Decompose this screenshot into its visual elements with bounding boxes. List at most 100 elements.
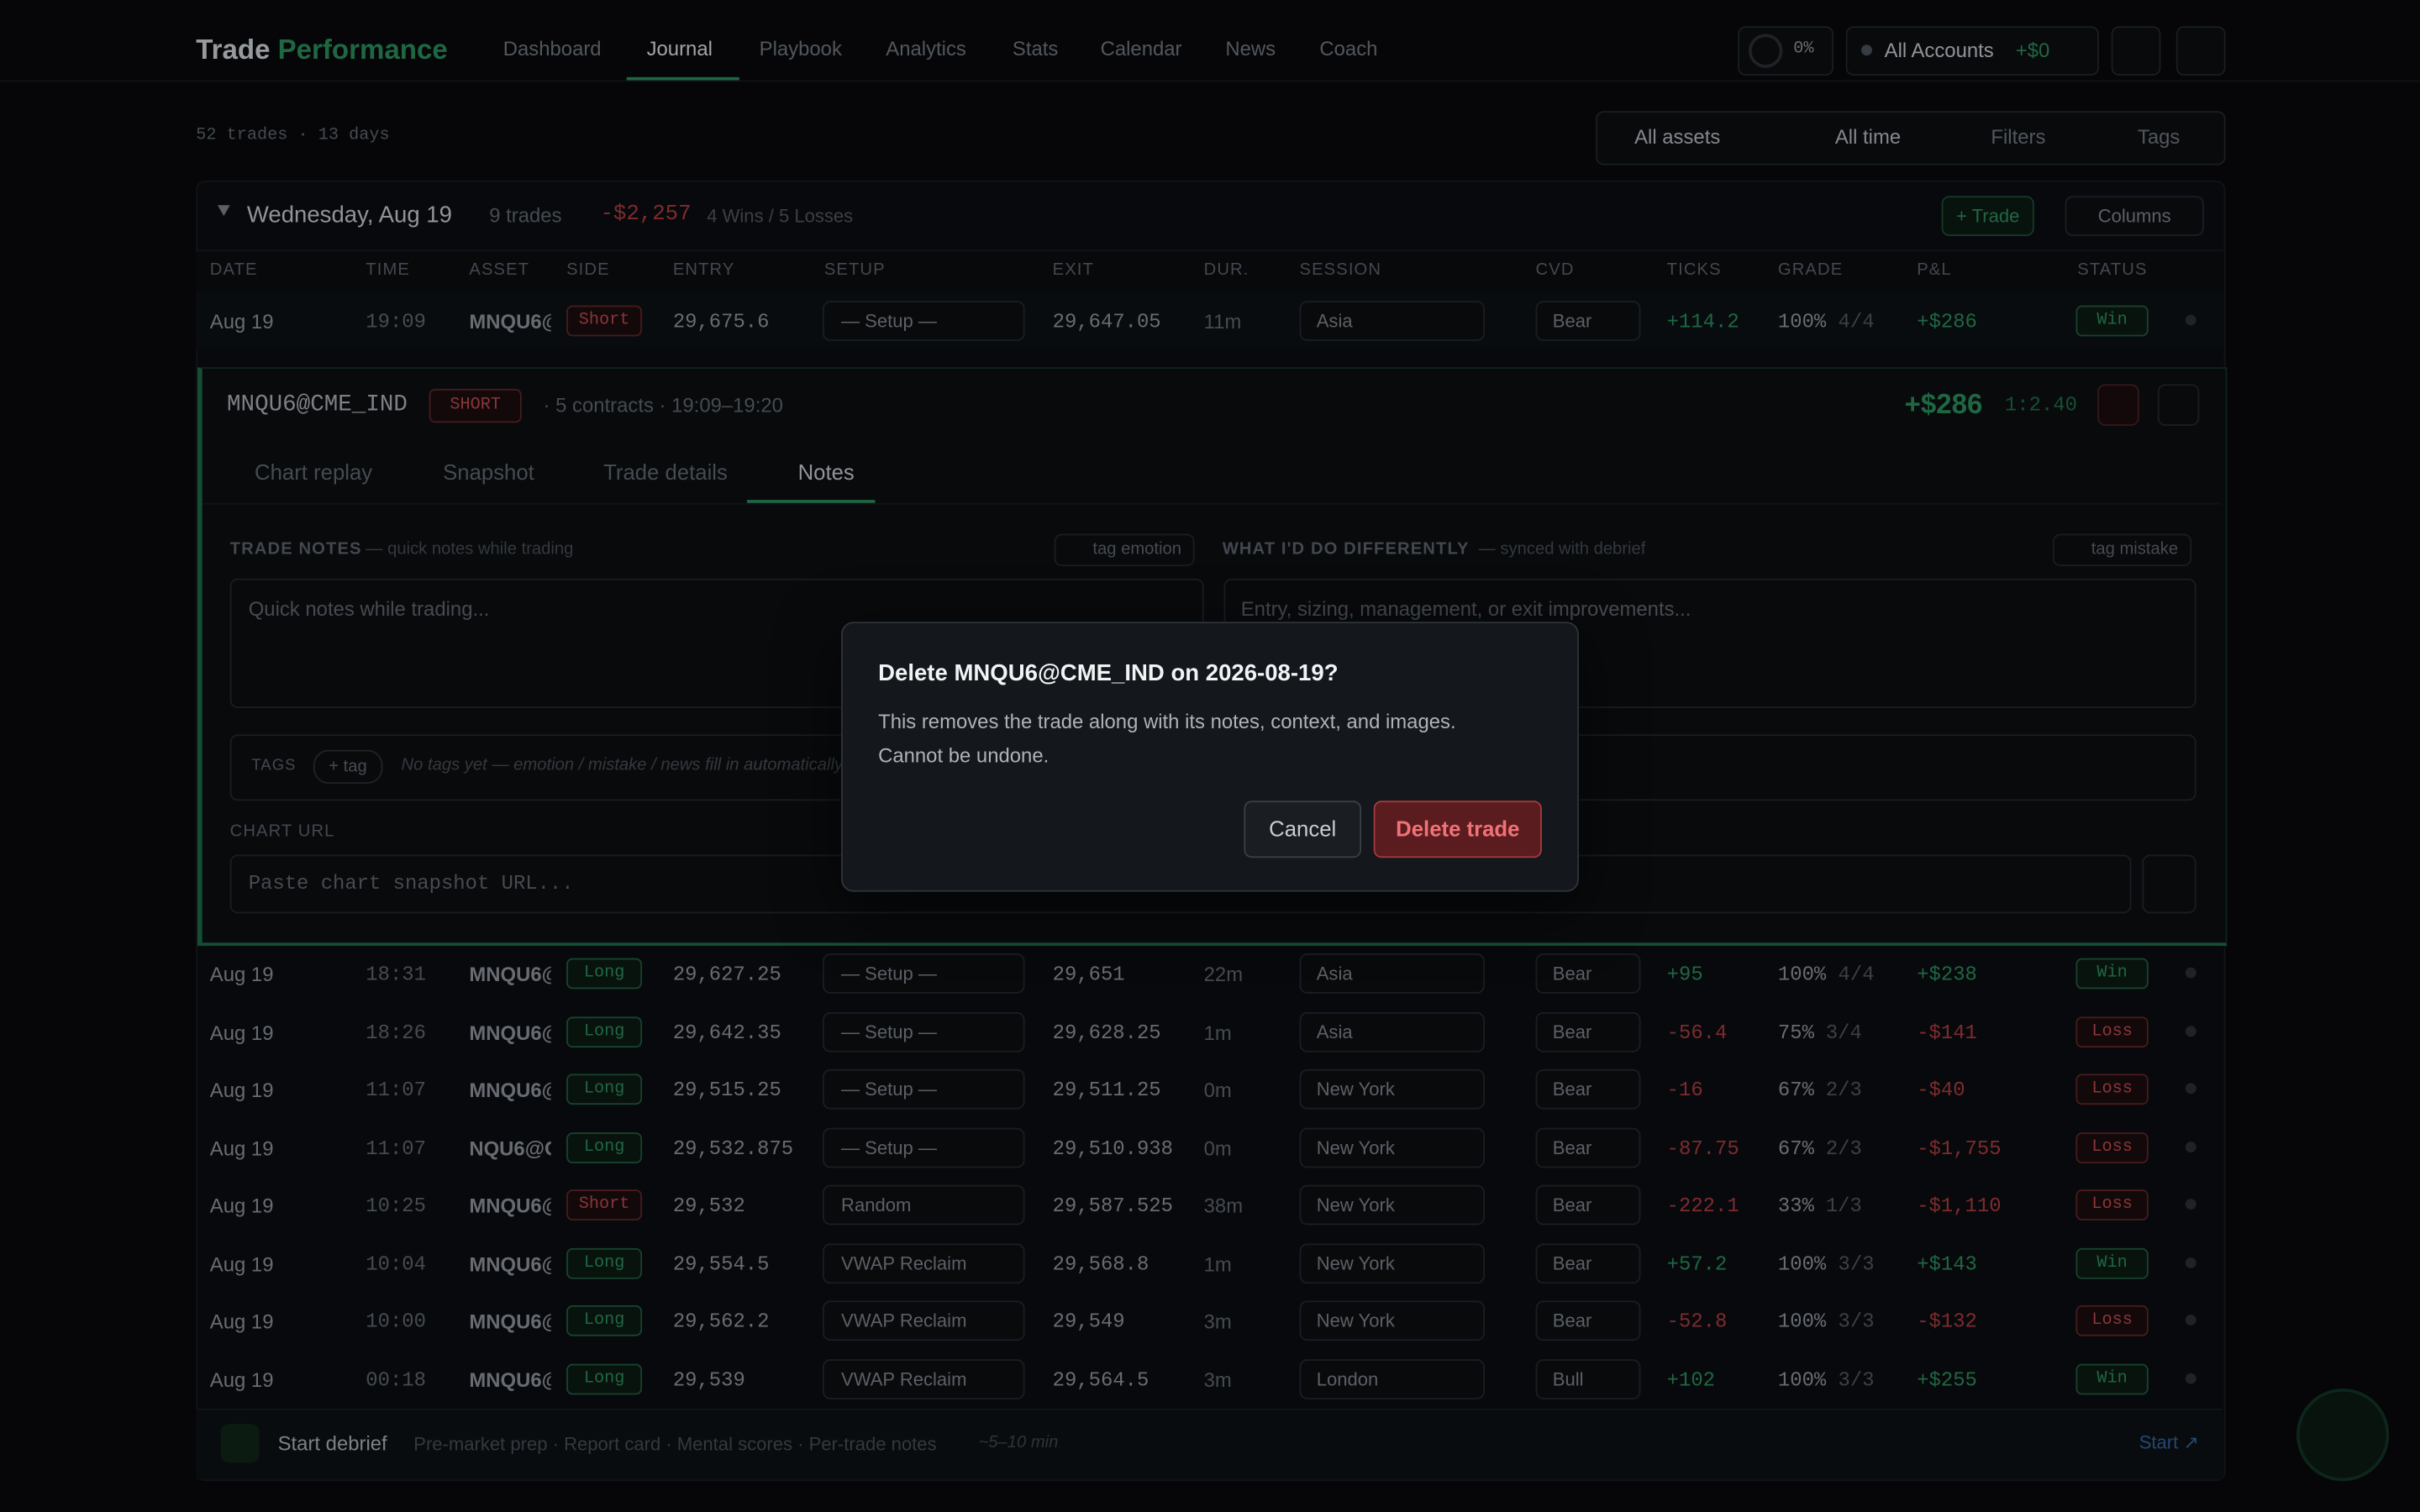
row-menu[interactable] [2185, 314, 2196, 326]
column-header: DUR. [1203, 260, 1249, 280]
setup-select[interactable]: VWAP Reclaim [822, 1300, 1025, 1341]
account-pnl: +$0 [2015, 38, 2050, 62]
filter[interactable]: Tags [2137, 124, 2181, 149]
cancel-btn[interactable]: Cancel [1244, 801, 1362, 858]
status-pill: Loss [2075, 1305, 2149, 1336]
cell-asset: MNQU6@CME_IND [469, 1310, 550, 1333]
cell-asset: NQU6@CME_IND [469, 1136, 551, 1160]
nav-item[interactable]: Playbook [759, 37, 842, 60]
cvd-select[interactable]: Bear [1535, 1126, 1641, 1168]
nav-item[interactable]: Analytics [886, 37, 966, 60]
cvd-select[interactable]: Bear [1535, 953, 1641, 994]
brand-accent: Performance [277, 34, 448, 66]
cell-grade-ratio: 3/3 [1838, 1252, 1875, 1276]
row-menu[interactable] [2185, 1199, 2196, 1210]
cell-exit: 29,647.05 [1052, 310, 1161, 333]
setup-select[interactable]: — Setup — [822, 301, 1025, 341]
filter[interactable]: Filters [1991, 124, 2046, 149]
nav-item[interactable]: Stats [1012, 37, 1059, 60]
cvd-select[interactable]: Bear [1535, 1184, 1641, 1226]
chart-url-placeholder: Paste chart snapshot URL... [248, 871, 574, 895]
session-select[interactable]: Asia [1299, 301, 1485, 341]
setup-select[interactable]: — Setup — [822, 953, 1025, 994]
session-select[interactable]: New York [1299, 1068, 1485, 1110]
filter[interactable]: All time [1834, 124, 1902, 149]
cell-time: 11:07 [366, 1078, 426, 1102]
setup-select[interactable]: — Setup — [822, 1011, 1025, 1052]
filter[interactable]: All assets [1634, 124, 1721, 149]
cell-asset: MNQU6@CME_IND [469, 1252, 550, 1276]
cell-asset: MNQU6@CME_IND [469, 1368, 550, 1391]
row-menu[interactable] [2185, 1372, 2196, 1383]
open-url-btn[interactable] [2142, 854, 2196, 914]
status-pill: Loss [2075, 1189, 2149, 1221]
nav-item[interactable]: Journal [646, 37, 713, 60]
delete-trade-btn[interactable]: Delete trade [1373, 801, 1542, 858]
cvd-select[interactable]: Bull [1535, 1358, 1641, 1399]
cell-time: 19:09 [366, 310, 426, 333]
progress-ring [1749, 34, 1783, 68]
session-select[interactable]: London [1299, 1358, 1485, 1399]
export-btn[interactable] [2111, 26, 2161, 76]
dot [1861, 45, 1872, 56]
delete-btn[interactable] [2097, 384, 2139, 426]
cell-grade-ratio: 3/3 [1838, 1310, 1875, 1333]
cvd-select[interactable]: Bear [1535, 1011, 1641, 1052]
debrief-steps: Pre-market prep · Report card · Mental s… [413, 1433, 937, 1456]
tab[interactable]: Trade details [603, 459, 728, 485]
column-header: TIME [366, 260, 410, 280]
tag-emotion[interactable]: tag emotion [1054, 533, 1196, 567]
row-menu[interactable] [2185, 1083, 2196, 1095]
setup-select[interactable]: Random [822, 1184, 1025, 1226]
session-select[interactable]: New York [1299, 1184, 1485, 1226]
cell-dur: 3m [1203, 1310, 1232, 1333]
row-menu[interactable] [2185, 1314, 2196, 1326]
cvd-select[interactable]: Bear [1535, 1068, 1641, 1110]
nav-item[interactable]: Calendar [1100, 37, 1182, 60]
columns-btn[interactable]: Columns [2065, 196, 2204, 237]
account-btn[interactable] [1845, 26, 2099, 76]
cell-dur: 0m [1203, 1078, 1232, 1102]
add-trade[interactable]: + Trade [1941, 196, 2034, 237]
close-btn[interactable] [2157, 384, 2200, 426]
cvd-select[interactable]: Bear [1535, 301, 1641, 341]
session-select[interactable]: New York [1299, 1126, 1485, 1168]
row-menu[interactable] [2185, 1141, 2196, 1152]
setup-select[interactable]: — Setup — [822, 1068, 1025, 1110]
cell-ticks: -87.75 [1666, 1136, 1739, 1160]
cell-asset: MNQU6@CME_IND [469, 1021, 550, 1044]
cvd-select[interactable]: Bear [1535, 1300, 1641, 1341]
tab[interactable]: Chart replay [255, 459, 373, 485]
coach-fab[interactable] [2296, 1389, 2390, 1482]
row-menu[interactable] [2185, 967, 2196, 979]
theme-btn[interactable] [2175, 26, 2226, 76]
row-menu[interactable] [2185, 1025, 2196, 1037]
tab[interactable]: Notes [797, 459, 855, 485]
nav-item[interactable]: News [1225, 37, 1276, 60]
cell-ticks: +95 [1666, 963, 1703, 986]
session-select[interactable]: Asia [1299, 1011, 1485, 1052]
debrief-title: Start debrief [277, 1431, 387, 1456]
session-select[interactable]: New York [1299, 1300, 1485, 1341]
cell-grade: 100% [1777, 1252, 1827, 1276]
cvd-select[interactable]: Bear [1535, 1242, 1641, 1284]
setup-select[interactable]: — Setup — [822, 1126, 1025, 1168]
setup-select[interactable]: VWAP Reclaim [822, 1358, 1025, 1399]
setup-select[interactable]: VWAP Reclaim [822, 1242, 1025, 1284]
cell-grade: 75% [1777, 1021, 1814, 1044]
add-tag[interactable]: + tag [313, 749, 383, 785]
session-select[interactable]: Asia [1299, 953, 1485, 994]
nav-item[interactable]: Dashboard [502, 37, 602, 60]
cell-date: Aug 19 [209, 1252, 274, 1276]
day-record: 4 Wins / 5 Losses [707, 205, 854, 228]
cell-exit: 29,549 [1052, 1310, 1125, 1333]
tab[interactable]: Snapshot [443, 459, 534, 485]
row-menu[interactable] [2185, 1257, 2196, 1268]
session-select[interactable]: New York [1299, 1242, 1485, 1284]
nav-item[interactable]: Coach [1319, 37, 1378, 60]
column-header: EXIT [1052, 260, 1094, 280]
debrief-start[interactable]: Start ↗ [2139, 1431, 2199, 1454]
cell-asset: MNQU6@CME_IND [469, 1078, 550, 1102]
tag-mistake[interactable]: tag mistake [2052, 533, 2192, 567]
nav-underline [626, 76, 739, 81]
